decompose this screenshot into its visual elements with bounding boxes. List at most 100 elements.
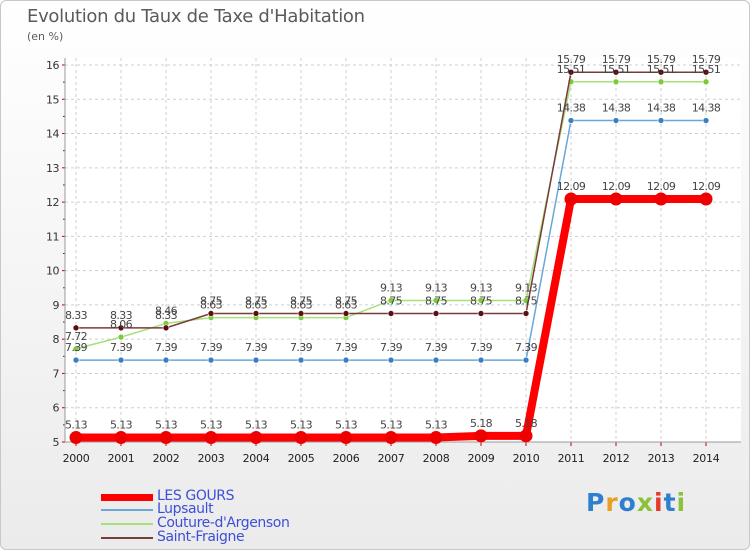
data-point	[702, 68, 710, 76]
data-label: 8.63	[335, 299, 358, 312]
y-tick-label: 16	[46, 59, 59, 72]
data-label: 7.39	[425, 341, 448, 354]
data-point	[117, 356, 125, 364]
data-point	[609, 192, 623, 206]
data-point	[612, 117, 620, 124]
data-point	[162, 356, 170, 364]
data-point	[117, 324, 125, 332]
y-tick-label: 9	[53, 299, 60, 312]
data-label: 15.51	[557, 63, 586, 76]
legend-label-saint-fraigne: Saint-Fraigne	[157, 529, 245, 545]
data-label: 7.39	[110, 341, 133, 354]
data-label: 12.09	[602, 180, 631, 193]
legend-swatch-couture-d-argenson	[101, 523, 153, 525]
data-label: 5.13	[200, 419, 223, 432]
chart-title: Evolution du Taux de Taxe d'Habitation	[27, 6, 365, 27]
data-label: 7.39	[155, 341, 178, 354]
logo-letter: r	[605, 488, 619, 517]
data-point	[387, 310, 395, 317]
data-label: 5.13	[65, 419, 88, 432]
proxiti-logo: Proxiti	[586, 488, 686, 517]
data-point	[519, 429, 533, 443]
data-label: 8.75	[290, 294, 313, 307]
data-label: 8.33	[155, 309, 178, 322]
data-label: 14.38	[602, 102, 631, 115]
x-tick-label: 2003	[198, 452, 225, 465]
y-tick-label: 10	[46, 265, 59, 278]
data-point	[162, 324, 170, 332]
logo-letter: t	[663, 488, 677, 517]
data-label: 15.51	[647, 63, 676, 76]
x-tick-label: 2001	[108, 452, 135, 465]
data-label: 15.79	[647, 53, 676, 66]
data-point	[612, 78, 620, 86]
x-tick-label: 2011	[558, 452, 585, 465]
data-point	[72, 324, 80, 332]
x-tick-label: 2006	[333, 452, 360, 465]
legend-swatch-les-gours	[101, 494, 153, 501]
data-label: 8.33	[110, 309, 133, 322]
data-point	[114, 431, 128, 445]
data-point	[612, 68, 620, 76]
data-point	[477, 297, 485, 304]
data-label: 15.51	[602, 63, 631, 76]
logo-letter: o	[618, 488, 637, 517]
x-tick-label: 2010	[513, 452, 540, 465]
data-label: 12.09	[692, 180, 721, 193]
data-label: 7.39	[335, 341, 358, 354]
y-tick-label: 15	[46, 93, 59, 106]
data-point	[564, 192, 578, 206]
data-point	[474, 429, 488, 443]
data-label: 14.38	[692, 102, 721, 115]
data-label: 14.38	[647, 102, 676, 115]
data-label: 5.13	[155, 419, 178, 432]
data-point	[477, 356, 485, 364]
data-label: 12.09	[647, 180, 676, 193]
data-point	[339, 431, 353, 445]
data-label: 8.33	[65, 309, 88, 322]
data-label: 8.75	[245, 294, 268, 307]
data-point	[387, 297, 395, 304]
x-tick-label: 2012	[603, 452, 630, 465]
data-label: 5.13	[425, 419, 448, 432]
logo-letter: P	[586, 488, 606, 517]
data-point	[72, 356, 80, 364]
data-label: 5.13	[290, 419, 313, 432]
data-label: 7.39	[200, 341, 223, 354]
x-tick-label: 2009	[468, 452, 495, 465]
x-tick-label: 2007	[378, 452, 405, 465]
y-tick-label: 11	[46, 230, 59, 243]
data-point	[159, 431, 173, 445]
data-label: 8.75	[425, 294, 448, 307]
legend-swatch-saint-fraigne	[101, 537, 153, 539]
data-point	[657, 78, 665, 86]
data-label: 7.39	[245, 341, 268, 354]
legend-label-lupsault: Lupsault	[157, 501, 214, 517]
y-tick-label: 6	[53, 402, 60, 415]
data-label: 8.75	[515, 294, 538, 307]
y-tick-label: 7	[53, 367, 60, 380]
data-label: 7.39	[380, 341, 403, 354]
y-tick-label: 12	[46, 196, 59, 209]
data-label: 8.63	[290, 299, 313, 312]
data-point	[69, 431, 83, 445]
data-label: 7.39	[290, 341, 313, 354]
data-label: 5.18	[515, 417, 538, 430]
data-point	[294, 431, 308, 445]
data-point	[477, 310, 485, 317]
data-point	[342, 356, 350, 364]
data-point	[567, 68, 575, 76]
data-label: 8.06	[110, 318, 133, 331]
x-tick-label: 2000	[63, 452, 90, 465]
data-point	[252, 310, 260, 317]
data-point	[657, 117, 665, 124]
data-point	[522, 310, 530, 317]
x-tick-label: 2008	[423, 452, 450, 465]
data-point	[297, 310, 305, 317]
data-point	[249, 431, 263, 445]
data-label: 5.13	[110, 419, 133, 432]
data-point	[432, 356, 440, 364]
legend-swatch-lupsault	[101, 509, 153, 511]
